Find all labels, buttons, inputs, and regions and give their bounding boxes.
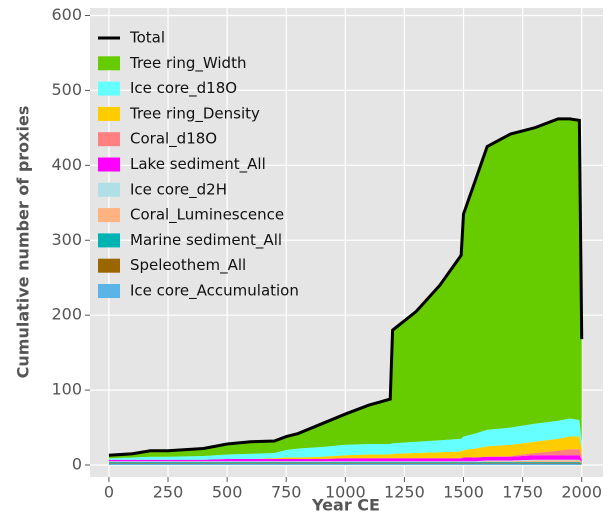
area [108, 118, 582, 459]
legend-label: Tree ring_Density [129, 104, 260, 123]
legend-label: Tree ring_Width [129, 54, 246, 73]
legend-swatch [98, 208, 120, 223]
x-tick-label: 1250 [384, 483, 425, 502]
legend-swatch [98, 106, 120, 121]
y-axis-label: Cumulative number of proxies [14, 106, 33, 379]
y-tick-label: 300 [51, 230, 82, 249]
total-line [108, 117, 584, 457]
x-tick-label: 0 [104, 483, 114, 502]
area [108, 463, 582, 466]
y-tick-label: 0 [72, 455, 82, 474]
y-tick-label: 600 [51, 5, 82, 24]
x-tick-label: 1500 [443, 483, 484, 502]
legend-swatch [98, 284, 120, 298]
x-tick-label: 2000 [561, 483, 602, 502]
legend-label: Total [129, 29, 165, 47]
area [108, 436, 582, 460]
area [108, 459, 582, 463]
y-tick-label: 500 [51, 80, 82, 99]
area [108, 455, 582, 463]
legend-label: Coral_Luminescence [130, 206, 284, 225]
y-tick-label: 400 [51, 155, 82, 174]
legend-label: Coral_d18O [130, 130, 217, 149]
x-axis-label: Year CE [311, 496, 380, 515]
y-tick-label: 200 [51, 305, 82, 324]
legend-swatch [98, 56, 120, 71]
y-tick-label: 100 [51, 380, 82, 399]
legend-label: Ice core_Accumulation [130, 282, 299, 301]
x-tick-label: 750 [271, 483, 302, 502]
area [108, 462, 582, 464]
legend-label: Ice core_d2H [130, 180, 227, 199]
legend-label: Marine sediment_All [130, 231, 282, 250]
legend-swatch [98, 233, 120, 248]
legend-swatch [98, 258, 120, 273]
legend-label: Ice core_d18O [130, 79, 237, 98]
x-tick-label: 1750 [502, 483, 543, 502]
legend-swatch [98, 132, 120, 147]
area [108, 462, 582, 465]
area [108, 460, 582, 463]
legend-swatch [98, 182, 120, 197]
legend-swatch [98, 157, 120, 172]
x-tick-label: 1000 [325, 483, 366, 502]
legend-label: Speleothem_All [130, 256, 246, 275]
legend-label: Lake sediment_All [130, 155, 266, 174]
area [108, 418, 582, 460]
legend-swatch [98, 81, 120, 96]
x-tick-label: 500 [212, 483, 243, 502]
x-tick-label: 250 [153, 483, 184, 502]
